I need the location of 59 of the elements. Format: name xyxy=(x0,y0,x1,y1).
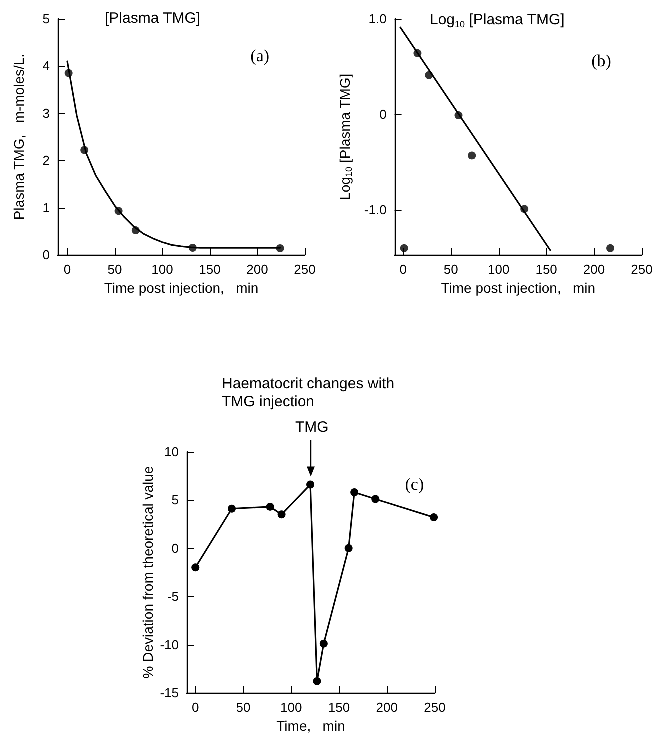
text: TMG xyxy=(296,419,329,436)
y-tick-label: -1.0 xyxy=(364,202,387,218)
y-tick-label: 2 xyxy=(42,153,50,168)
point xyxy=(192,564,200,572)
point xyxy=(313,677,322,686)
y-tick-label: 4 xyxy=(42,58,50,74)
x-tick-label: 200 xyxy=(376,700,398,715)
x-tick-label: 250 xyxy=(424,700,446,715)
x-axis-title: Time, min xyxy=(276,718,346,734)
y-axis-title: Log10 [Plasma TMG] xyxy=(337,74,354,200)
y-tick-label: 0 xyxy=(380,107,387,122)
x-tick-label: 50 xyxy=(444,262,458,278)
annotation: (a) xyxy=(250,46,270,66)
point xyxy=(306,480,315,489)
y-tick-label: 5 xyxy=(172,492,179,508)
x-axis-title: Time post injection, min xyxy=(441,280,596,296)
x-tick-label: 150 xyxy=(328,700,350,715)
chart-title: [Plasma TMG] xyxy=(105,10,201,27)
x-tick-label: 50 xyxy=(108,262,122,278)
chart-title: Haematocrit changes with TMG injection xyxy=(222,376,399,410)
point xyxy=(400,244,408,252)
x-tick-label: 250 xyxy=(631,262,653,278)
x-tick-label: 200 xyxy=(583,262,606,278)
x-tick-label: 200 xyxy=(246,262,268,278)
point xyxy=(350,488,359,496)
x-tick-label: 150 xyxy=(199,262,221,278)
point xyxy=(320,640,328,648)
y-tick-label: -5 xyxy=(167,589,179,604)
x-tick-label: 0 xyxy=(192,700,200,715)
x-tick-label: 100 xyxy=(488,262,510,278)
point xyxy=(228,504,236,513)
point xyxy=(372,495,380,504)
y-tick-label: 1 xyxy=(42,200,50,216)
y-tick-label: 3 xyxy=(42,106,50,121)
y-tick-label: 0 xyxy=(172,540,179,556)
point xyxy=(606,244,615,252)
x-tick-label: 100 xyxy=(280,700,302,715)
y-axis-title: % Deviation from theoretical value xyxy=(140,466,156,679)
annotation: (c) xyxy=(405,475,424,494)
y-tick-label: 5 xyxy=(42,12,50,26)
x-axis-title: Time post injection, min xyxy=(104,280,259,296)
point xyxy=(266,502,274,511)
y-tick-label: 1.0 xyxy=(368,12,387,26)
point xyxy=(278,510,286,519)
y-axis-title: Plasma TMG, m-moles/L. xyxy=(11,54,27,220)
x-tick-label: 150 xyxy=(536,262,558,278)
x-tick-label: 50 xyxy=(236,700,251,715)
x-tick-label: 0 xyxy=(400,262,408,278)
y-tick-label: -15 xyxy=(160,686,179,700)
x-tick-label: 100 xyxy=(152,262,174,278)
x-tick-label: 250 xyxy=(294,262,316,278)
y-tick-label: -10 xyxy=(160,637,179,652)
point xyxy=(468,152,476,160)
annotation: (b) xyxy=(592,51,612,70)
y-tick-label: 10 xyxy=(164,444,179,460)
point xyxy=(430,514,438,522)
point xyxy=(344,544,353,552)
x-tick-label: 0 xyxy=(64,262,72,278)
y-tick-label: 0 xyxy=(42,248,50,263)
